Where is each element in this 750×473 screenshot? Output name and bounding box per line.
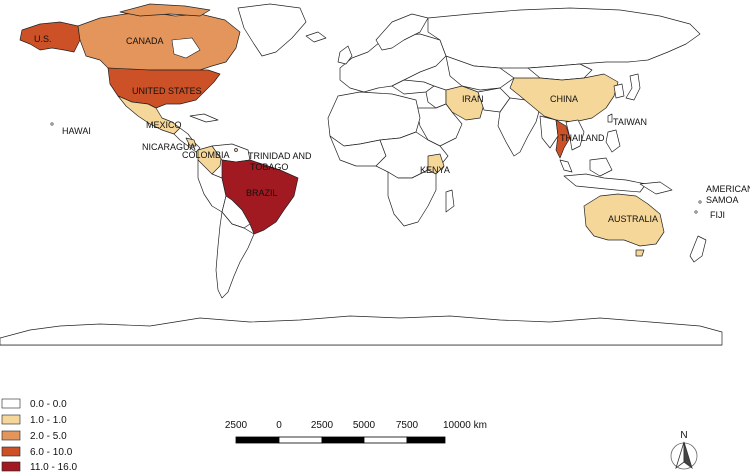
legend-label: 0.0 - 0.0 <box>30 399 67 410</box>
country-cuba <box>189 113 219 123</box>
country-greenland <box>237 3 307 57</box>
country-malaysia <box>559 159 573 173</box>
north-arrow-icon-shade <box>683 441 693 470</box>
legend-entry: 11.0 - 16.0 <box>1 461 78 473</box>
country-alaska <box>19 21 81 53</box>
legend-swatch <box>1 446 21 457</box>
scale-segment <box>406 436 446 444</box>
legend-swatch <box>1 461 21 472</box>
legend: 0.0 - 0.0 1.0 - 1.0 2.0 - 5.0 6.0 - 10.0… <box>1 398 78 473</box>
country-borneo <box>589 157 613 177</box>
scale-segment <box>235 436 280 444</box>
label-nicaragua: NICARAGUA <box>142 142 196 152</box>
island-trinidad <box>234 148 238 152</box>
label-iran: IRAN <box>462 94 484 104</box>
label-us: U.S. <box>34 34 52 44</box>
country-iceland <box>305 31 327 43</box>
label-american-samoa-line2: SAMOA <box>706 195 739 205</box>
country-southern-africa <box>387 169 437 227</box>
island-hawaii <box>50 122 54 126</box>
scale-segment <box>321 436 365 444</box>
scale-tick-label: 5000 <box>353 420 376 431</box>
island-samoa <box>698 200 702 204</box>
country-taiwan <box>607 113 613 123</box>
country-tasmania <box>635 249 645 257</box>
country-kenya <box>427 153 445 175</box>
country-philippines <box>605 129 621 153</box>
label-australia: AUSTRALIA <box>608 214 658 224</box>
country-canada-arctic <box>119 3 211 17</box>
label-trinidad-line2: TOBAGO <box>250 162 288 172</box>
label-colombia: COLOMBIA <box>182 150 230 160</box>
scale-tick-label: 10000 km <box>443 420 487 431</box>
label-fiji: FIJI <box>710 210 725 220</box>
country-saudi-arabia <box>415 103 463 147</box>
label-china: CHINA <box>550 94 578 104</box>
country-uk <box>337 45 353 65</box>
scale-tick-label: 7500 <box>396 420 419 431</box>
country-indonesia <box>563 173 647 193</box>
country-vietnam-laos <box>565 119 585 151</box>
country-myanmar <box>539 115 559 149</box>
country-png <box>639 181 673 195</box>
label-hawai: HAWAI <box>62 126 91 136</box>
label-taiwan: TAIWAN <box>613 117 647 127</box>
legend-entry: 0.0 - 0.0 <box>1 398 67 410</box>
legend-entry: 6.0 - 10.0 <box>1 446 73 458</box>
label-thailand: THAILAND <box>560 133 605 143</box>
country-madagascar <box>445 189 455 213</box>
country-korea <box>613 83 625 99</box>
label-american-samoa-line1: AMERICAN <box>706 184 750 194</box>
country-scandinavia <box>375 13 429 51</box>
legend-swatch <box>1 398 21 409</box>
label-trinidad-line1: TRINIDAD AND <box>248 151 312 161</box>
north-arrow-label: N <box>680 430 687 441</box>
scale-segment <box>278 436 323 444</box>
label-united-states: UNITED STATES <box>132 86 202 96</box>
legend-swatch <box>1 430 21 441</box>
legend-label: 2.0 - 5.0 <box>30 431 67 442</box>
north-arrow: N <box>670 430 698 470</box>
country-india <box>497 97 541 157</box>
country-thailand <box>555 119 571 159</box>
scale-bar: 2500 0 2500 5000 7500 10000 km <box>225 420 487 444</box>
legend-entry: 2.0 - 5.0 <box>1 430 67 442</box>
legend-label: 1.0 - 1.0 <box>30 415 67 426</box>
legend-label: 11.0 - 16.0 <box>30 462 78 473</box>
country-new-zealand <box>689 235 707 263</box>
legend-label: 6.0 - 10.0 <box>30 447 73 458</box>
country-argentina <box>215 211 255 299</box>
island-fiji <box>694 210 698 214</box>
legend-entry: 1.0 - 1.0 <box>1 414 67 426</box>
scale-segment <box>363 436 408 444</box>
country-japan <box>625 73 641 101</box>
label-brazil: BRAZIL <box>246 188 278 198</box>
country-nicaragua <box>185 137 197 147</box>
scale-tick-label: 2500 <box>225 420 248 431</box>
scale-tick-label: 0 <box>276 420 282 431</box>
country-china <box>509 73 619 123</box>
country-australia <box>583 193 665 247</box>
label-canada: CANADA <box>126 36 164 46</box>
label-kenya: KENYA <box>420 165 450 175</box>
north-arrow-icon <box>675 441 685 470</box>
label-mexico: MEXICO <box>146 120 182 130</box>
country-russia <box>427 7 701 69</box>
water-hudson-bay <box>171 37 201 59</box>
region-antarctica <box>0 315 723 346</box>
country-europe <box>339 33 447 93</box>
scale-tick-label: 2500 <box>311 420 334 431</box>
legend-swatch <box>1 414 21 425</box>
